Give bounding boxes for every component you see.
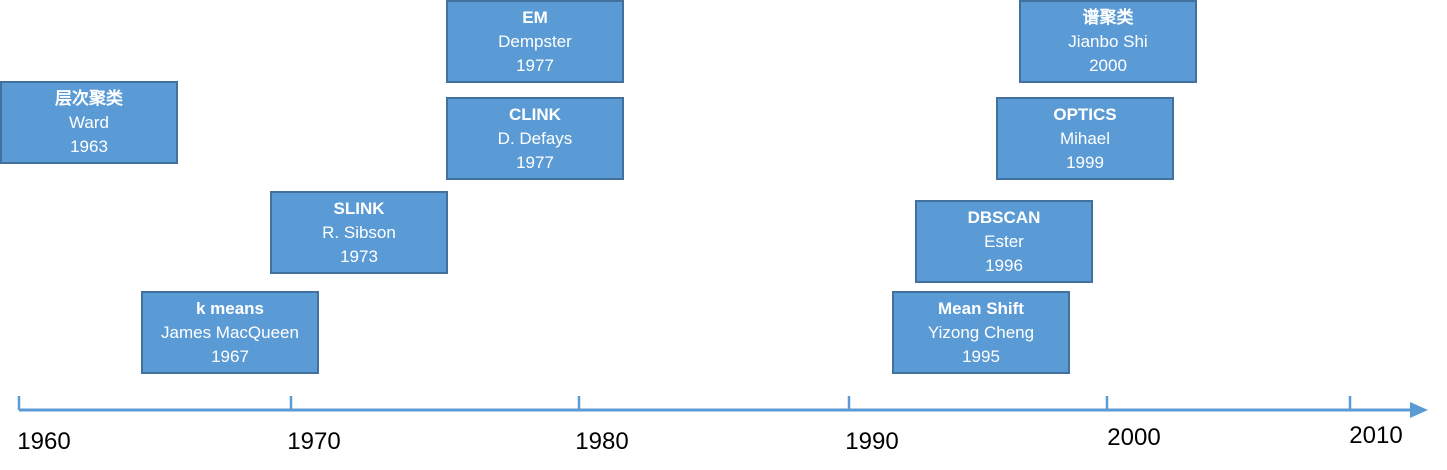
event-year: 1967 [211,346,249,366]
event-author: Ward [69,112,109,132]
event-title: SLINK [333,198,385,218]
axis-label-1960: 1960 [17,428,71,455]
event-box-mean-shift: Mean Shift Yizong Cheng 1995 [892,291,1070,374]
event-year: 1973 [340,246,378,266]
event-year: 1977 [516,152,554,172]
axis-label-1980: 1980 [575,428,629,455]
event-author: Yizong Cheng [927,322,1035,342]
event-year: 2000 [1089,55,1127,75]
axis-label-2000: 2000 [1107,424,1161,451]
event-title: OPTICS [1053,104,1117,124]
event-box-optics: OPTICS Mihael 1999 [996,97,1174,180]
event-box-spectral-clustering: 谱聚类 Jianbo Shi 2000 [1019,0,1197,83]
axis-label-1970: 1970 [287,428,341,455]
event-author: Jianbo Shi [1068,31,1148,51]
event-author: Mihael [1059,128,1111,148]
event-box-hierarchical-clustering: 层次聚类 Ward 1963 [0,81,178,164]
event-author: James MacQueen [161,322,299,342]
axis-arrowhead [1410,402,1428,418]
event-title: Mean Shift [938,298,1024,318]
event-year: 1995 [962,346,1000,366]
event-author: D. Defays [497,128,573,148]
axis-label-1990: 1990 [845,428,899,455]
event-title: k means [195,298,265,318]
event-year: 1963 [70,136,108,156]
event-title: 谱聚类 [1082,7,1134,27]
event-box-slink: SLINK R. Sibson 1973 [270,191,448,274]
event-box-clink: CLINK D. Defays 1977 [446,97,624,180]
axis-label-2010: 2010 [1349,422,1403,449]
event-box-k-means: k means James MacQueen 1967 [141,291,319,374]
event-year: 1977 [516,55,554,75]
event-title: 层次聚类 [55,88,123,108]
event-author: Ester [984,231,1024,251]
event-year: 1996 [985,255,1023,275]
event-author: Dempster [498,31,572,51]
event-author: R. Sibson [322,222,396,242]
event-title: EM [522,7,548,27]
event-year: 1999 [1066,152,1104,172]
event-title: CLINK [509,104,561,124]
event-title: DBSCAN [967,207,1041,227]
event-box-dbscan: DBSCAN Ester 1996 [915,200,1093,283]
event-box-em: EM Dempster 1977 [446,0,624,83]
